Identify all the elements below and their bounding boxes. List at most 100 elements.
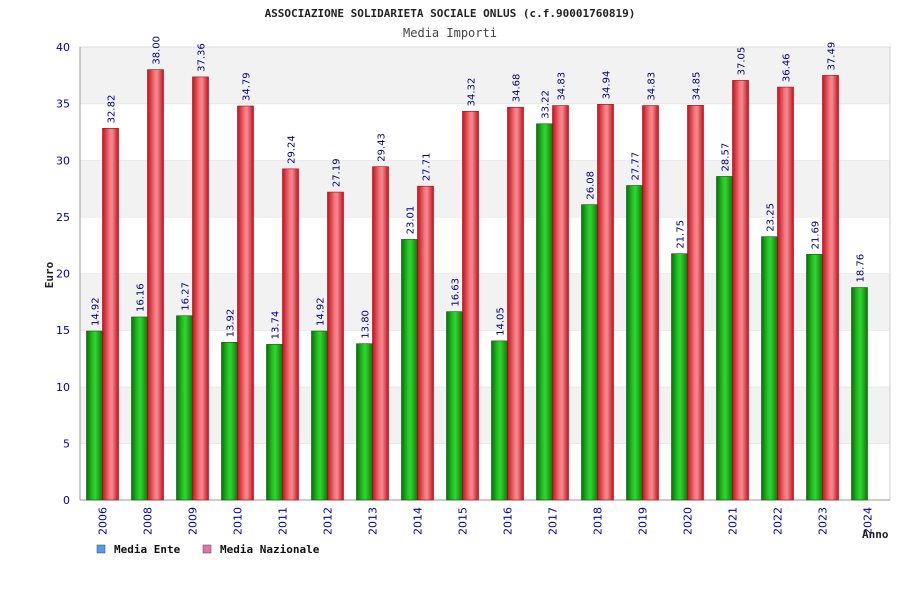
legend-label-media-nazionale: Media Nazionale: [220, 543, 320, 556]
data-label: 27.77: [631, 152, 642, 181]
legend-label-media-ente: Media Ente: [114, 543, 181, 556]
x-tick-label: 2008: [142, 507, 155, 535]
data-labels-group: 14.92 32.82 16.16 38.00 16.27 37.36 13.92 34.79…: [91, 36, 867, 339]
data-label: 34.83: [557, 72, 568, 101]
bar-media-ente-2008: [131, 316, 148, 501]
x-tick-label: 2012: [322, 507, 335, 535]
data-label: 36.46: [782, 53, 793, 82]
bar-media-nazionale-2021: [732, 80, 749, 501]
data-label: 18.76: [856, 254, 867, 283]
data-label: 14.92: [316, 297, 327, 326]
data-label: 21.75: [676, 220, 687, 249]
data-label: 34.68: [512, 74, 523, 103]
bars-group: [86, 69, 868, 501]
y-tick-label: 10: [56, 381, 70, 394]
data-label: 37.05: [737, 47, 748, 76]
x-tick-label: 2023: [817, 507, 830, 535]
data-label: 16.16: [136, 283, 147, 312]
data-label: 34.85: [692, 72, 703, 101]
data-label: 29.24: [287, 135, 298, 164]
x-tick-label: 2015: [457, 507, 470, 535]
bar-media-ente-2019: [626, 185, 643, 501]
bar-media-nazionale-2013: [372, 166, 389, 501]
x-tick-label: 2013: [367, 507, 380, 535]
bar-media-nazionale-2011: [282, 168, 299, 501]
x-tick-label: 2017: [547, 507, 560, 535]
bar-media-ente-2016: [491, 340, 508, 501]
data-label: 27.71: [422, 153, 433, 182]
y-tick-label: 35: [56, 98, 70, 111]
bar-media-ente-2013: [356, 343, 373, 501]
bar-media-ente-2020: [671, 253, 688, 501]
grid-band: [80, 330, 890, 387]
bar-media-nazionale-2019: [642, 105, 659, 501]
x-tick-label: 2006: [97, 507, 110, 535]
data-label: 34.32: [467, 78, 478, 107]
x-tick-label: 2010: [232, 507, 245, 535]
data-label: 29.43: [377, 133, 388, 162]
data-label: 23.25: [766, 203, 777, 232]
x-tick-label: 2009: [187, 507, 200, 535]
y-tick-label: 40: [56, 41, 70, 54]
grid-band: [80, 386, 890, 444]
data-label: 14.92: [91, 297, 102, 326]
data-label: 33.22: [541, 90, 552, 119]
bar-media-ente-2021: [716, 176, 733, 501]
bar-media-nazionale-2008: [147, 69, 164, 501]
data-label: 38.00: [152, 36, 163, 65]
bar-media-ente-2006: [86, 330, 103, 501]
bar-media-ente-2012: [311, 330, 328, 501]
y-tick-label: 20: [56, 268, 70, 281]
grid-band: [80, 273, 890, 331]
x-tick-label: 2021: [727, 507, 740, 535]
x-tick-label: 2019: [637, 507, 650, 535]
bar-media-ente-2015: [446, 311, 463, 501]
data-label: 14.05: [496, 307, 507, 336]
bar-media-nazionale-2022: [777, 86, 794, 501]
grid-band: [80, 443, 890, 500]
data-label: 34.79: [242, 72, 253, 101]
legend: Media Ente Media Nazionale: [96, 543, 320, 556]
grid-band: [80, 216, 890, 274]
data-label: 26.08: [586, 171, 597, 200]
bar-media-nazionale-2012: [327, 191, 344, 501]
grid-band: [80, 103, 890, 161]
data-label: 16.27: [181, 282, 192, 311]
bar-media-ente-2009: [176, 315, 193, 501]
data-label: 37.49: [827, 42, 838, 71]
bar-media-ente-2014: [401, 239, 418, 501]
plot-background: [79, 46, 891, 501]
x-tick-label: 2022: [772, 507, 785, 535]
x-tick-label: 2020: [682, 507, 695, 535]
y-tick-label: 5: [63, 437, 70, 450]
bar-media-ente-2010: [221, 342, 238, 501]
data-label: 34.83: [647, 72, 658, 101]
bar-media-ente-2018: [581, 204, 598, 501]
legend-swatch-media-nazionale: [202, 544, 212, 554]
y-tick-label: 15: [56, 324, 70, 337]
y-tick-label: 30: [56, 154, 70, 167]
bar-media-nazionale-2020: [687, 105, 704, 501]
bar-media-nazionale-2018: [597, 104, 614, 501]
data-label: 13.80: [361, 310, 372, 339]
x-axis-title: Anno: [862, 528, 889, 541]
bar-media-ente-2017: [536, 123, 553, 501]
bar-media-nazionale-2017: [552, 105, 569, 501]
x-tick-label: 2016: [502, 507, 515, 535]
bar-media-ente-2024: [851, 287, 868, 501]
data-label: 13.74: [271, 311, 282, 340]
x-tick-label: 2018: [592, 507, 605, 535]
data-label: 28.57: [721, 143, 732, 172]
data-label: 23.01: [406, 206, 417, 235]
bar-media-nazionale-2015: [462, 111, 479, 501]
y-tick-label: 0: [63, 494, 70, 507]
bar-media-nazionale-2010: [237, 105, 254, 501]
bar-media-nazionale-2016: [507, 106, 524, 501]
x-tick-label: 2024: [862, 507, 875, 535]
data-label: 32.82: [107, 95, 118, 124]
chart-subtitle: Media Importi: [403, 26, 497, 40]
bar-media-nazionale-2006: [102, 128, 119, 501]
grid-band: [80, 160, 890, 217]
bar-media-ente-2011: [266, 344, 283, 501]
